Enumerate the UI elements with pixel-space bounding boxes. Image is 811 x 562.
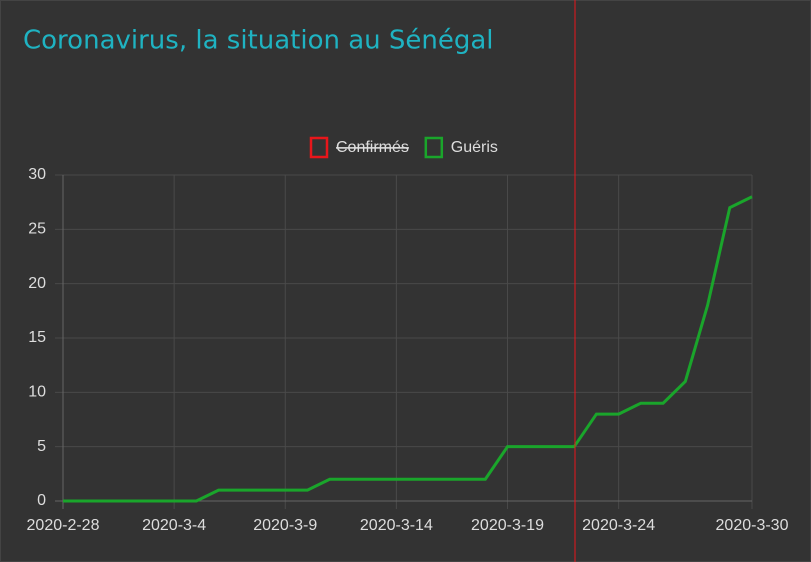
y-tick-label: 0 [37,492,46,509]
y-tick-label: 5 [37,438,46,455]
x-tick-label: 2020-3-19 [471,517,544,534]
x-tick-label: 2020-3-30 [716,517,789,534]
legend-swatch[interactable] [309,136,329,159]
x-tick-label: 2020-3-14 [360,517,433,534]
legend-label[interactable]: Guéris [451,139,498,156]
y-tick-label: 20 [28,275,46,292]
x-tick-label: 2020-3-4 [142,517,206,534]
legend-label[interactable]: Confirmés [336,139,409,156]
y-tick-label: 10 [28,384,46,401]
x-tick-label: 2020-3-9 [253,517,317,534]
series-line [63,195,753,503]
legend-swatch[interactable] [424,136,444,159]
x-tick-label: 2020-2-28 [27,517,100,534]
chart-title: Coronavirus, la situation au Sénégal [23,26,494,56]
y-tick-label: 15 [28,329,46,346]
y-tick-label: 30 [28,166,46,183]
y-tick-label: 25 [28,221,46,238]
x-tick-label: 2020-3-24 [582,517,655,534]
